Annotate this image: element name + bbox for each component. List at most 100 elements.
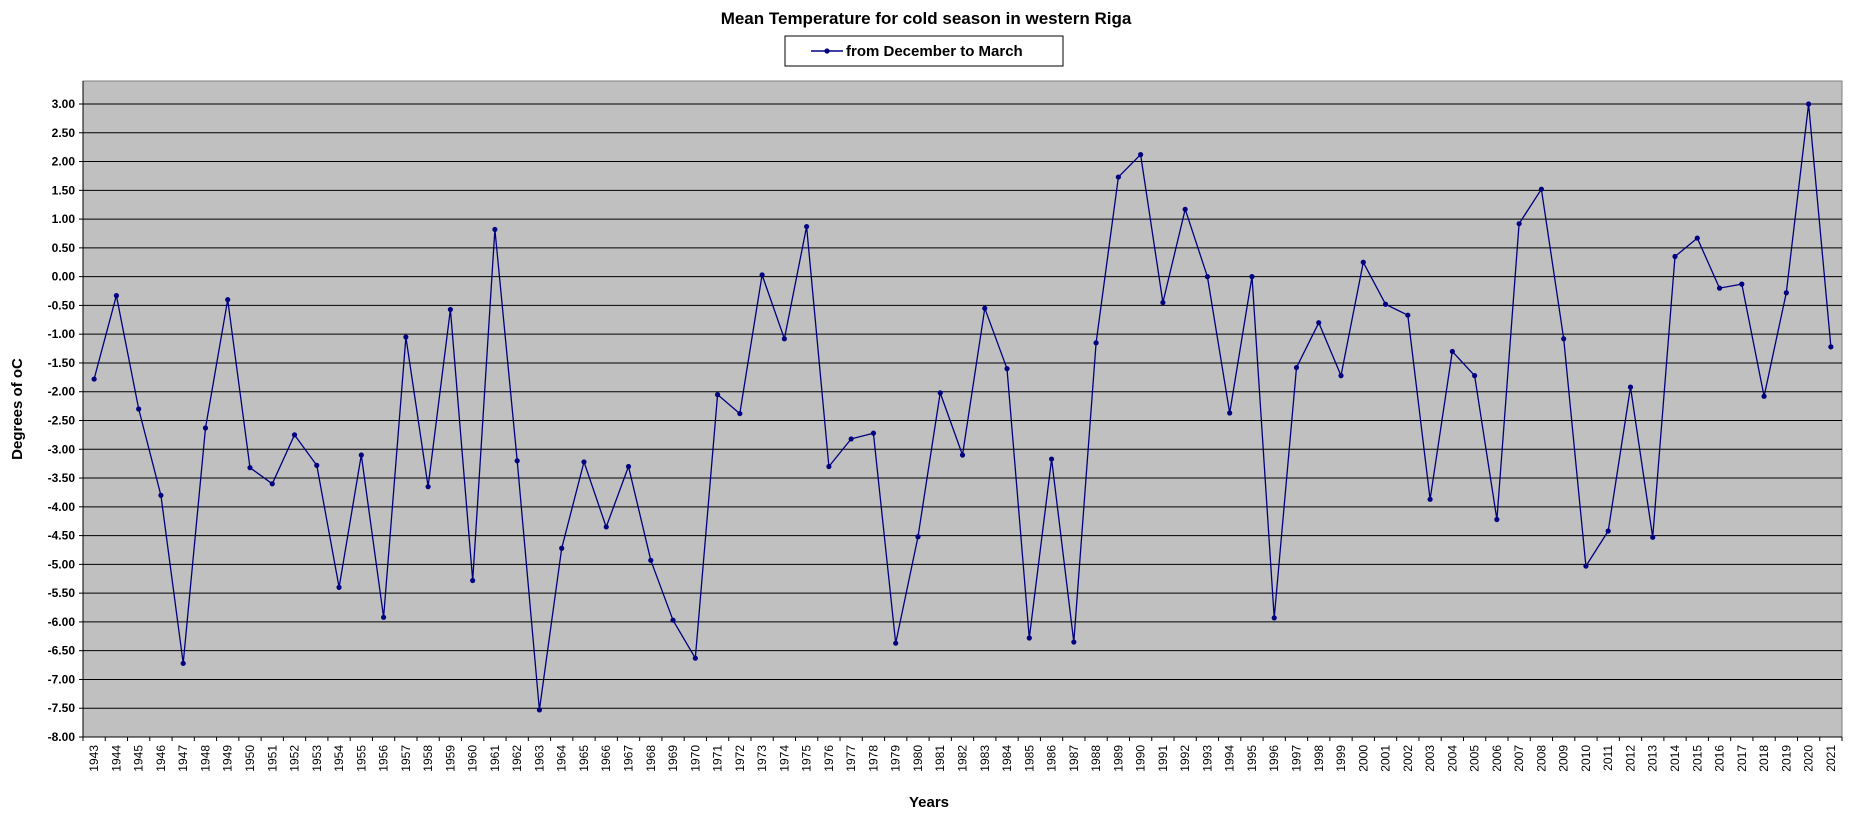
y-tick-label: -8.00: [48, 730, 76, 744]
x-tick-label: 1967: [622, 745, 636, 772]
data-point: [1516, 221, 1522, 227]
data-point: [848, 436, 854, 442]
data-point: [1761, 393, 1767, 399]
legend-label: from December to March: [846, 43, 1023, 60]
data-point: [314, 462, 320, 468]
data-point: [380, 614, 387, 620]
x-tick-label: 1951: [265, 745, 279, 772]
x-tick-label: 1984: [1000, 745, 1014, 772]
x-tick-label: 2018: [1757, 745, 1771, 772]
data-point: [180, 660, 186, 666]
data-point: [113, 293, 119, 299]
y-tick-label: 0.00: [52, 270, 76, 284]
data-point: [291, 432, 298, 438]
y-tick-label: -6.00: [48, 615, 76, 629]
data-point: [1249, 274, 1255, 280]
data-point: [1494, 516, 1500, 523]
data-point: [1583, 563, 1589, 569]
data-point: [1716, 285, 1723, 291]
x-axis: 1943 1944 1945 1946 1947 1948 1949 1950 1951 1952…: [82, 736, 1843, 772]
x-tick-label: 2005: [1468, 745, 1482, 772]
data-point: [982, 305, 988, 311]
x-tick-label: 1966: [599, 745, 613, 772]
x-tick-label: 1955: [354, 745, 368, 772]
x-tick-label: 1956: [377, 745, 391, 772]
x-tick-label: 1982: [956, 745, 970, 772]
data-point: [648, 557, 654, 563]
x-tick-label: 1943: [87, 745, 101, 772]
data-point: [1160, 299, 1166, 306]
x-tick-label: 1965: [577, 745, 591, 772]
data-point: [1293, 364, 1300, 371]
x-tick-label: 2010: [1579, 745, 1593, 772]
x-tick-label: 1991: [1156, 745, 1170, 772]
x-tick-label: 1964: [555, 745, 569, 772]
x-tick-label: 1957: [399, 745, 413, 772]
data-point: [447, 306, 453, 313]
y-tick-label: 1.50: [52, 183, 76, 197]
data-point: [403, 334, 409, 340]
y-tick-label: -5.00: [48, 557, 76, 571]
data-point: [1048, 456, 1055, 462]
y-axis: -8.00 -7.50 -7.00 -6.50 -6.00 -5.50 -5.00 -4.50…: [48, 81, 84, 744]
data-point: [1138, 152, 1144, 158]
x-tick-label: 1948: [198, 745, 212, 772]
data-point: [1405, 312, 1411, 318]
x-tick-label: 1949: [221, 745, 235, 772]
series-from-december-to-march: [91, 101, 1834, 713]
data-point: [269, 481, 275, 487]
x-axis-title: Years: [909, 794, 949, 811]
y-tick-label: 3.00: [52, 97, 76, 111]
data-point: [1538, 186, 1545, 192]
x-tick-label: 2000: [1356, 745, 1370, 772]
data-point: [870, 430, 877, 436]
x-tick-label: 1979: [889, 745, 903, 772]
data-point: [1316, 320, 1322, 326]
data-point: [1182, 206, 1188, 212]
x-tick-label: 1993: [1200, 745, 1214, 772]
data-point: [1204, 274, 1211, 280]
x-tick-label: 1989: [1111, 745, 1125, 772]
data-point: [1605, 528, 1611, 534]
data-point: [225, 297, 231, 303]
x-tick-label: 1999: [1334, 745, 1348, 772]
x-tick-label: 1975: [800, 745, 814, 772]
data-point: [136, 406, 142, 412]
data-point: [1338, 373, 1344, 379]
data-point: [1694, 235, 1700, 241]
data-point: [625, 463, 632, 470]
data-point: [759, 272, 765, 278]
data-point: [1739, 281, 1745, 287]
y-tick-label: -2.50: [48, 414, 76, 428]
x-tick-label: 1969: [666, 745, 680, 772]
y-tick-label: 1.00: [52, 212, 76, 226]
x-tick-label: 1974: [777, 745, 791, 772]
y-tick-label: -3.00: [48, 442, 76, 456]
x-tick-label: 1981: [933, 745, 947, 772]
x-tick-label: 1976: [822, 745, 836, 772]
x-tick-label: 1983: [978, 745, 992, 772]
y-tick-label: 0.50: [52, 241, 76, 255]
data-point: [692, 655, 698, 661]
y-tick-label: -2.00: [48, 385, 76, 399]
x-tick-label: 2009: [1557, 745, 1571, 772]
x-tick-label: 1994: [1223, 745, 1237, 772]
data-point: [893, 640, 899, 646]
x-tick-label: 1997: [1289, 745, 1303, 772]
y-tick-label: -4.00: [48, 500, 76, 514]
data-point: [603, 524, 609, 530]
x-tick-label: 2016: [1713, 745, 1727, 772]
x-tick-label: 2012: [1623, 745, 1637, 772]
data-point: [358, 452, 364, 458]
data-point: [1115, 174, 1121, 180]
data-point: [492, 226, 498, 233]
data-point: [536, 707, 543, 713]
chart-title: Mean Temperature for cold season in west…: [721, 9, 1132, 28]
data-point: [202, 425, 209, 431]
data-point: [915, 534, 921, 540]
data-point: [1026, 635, 1032, 641]
y-tick-label: -5.50: [48, 586, 76, 600]
x-tick-label: 2003: [1423, 745, 1437, 772]
x-tick-label: 2015: [1690, 745, 1704, 772]
